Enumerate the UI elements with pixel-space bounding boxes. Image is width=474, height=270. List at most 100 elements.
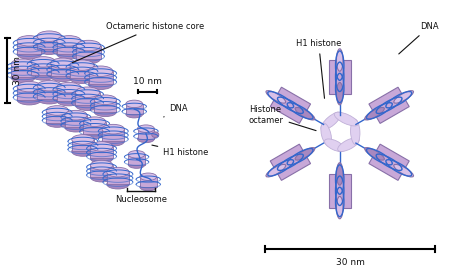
Text: Nucleosome: Nucleosome bbox=[115, 195, 167, 204]
Ellipse shape bbox=[57, 36, 81, 46]
Ellipse shape bbox=[91, 172, 113, 182]
Ellipse shape bbox=[394, 164, 413, 177]
Ellipse shape bbox=[365, 148, 384, 160]
Ellipse shape bbox=[17, 94, 41, 105]
Ellipse shape bbox=[107, 167, 129, 177]
Polygon shape bbox=[57, 87, 81, 101]
Ellipse shape bbox=[321, 123, 331, 146]
Text: DNA: DNA bbox=[399, 22, 438, 54]
Polygon shape bbox=[89, 71, 113, 84]
Ellipse shape bbox=[337, 138, 359, 151]
Polygon shape bbox=[270, 144, 310, 180]
Ellipse shape bbox=[126, 100, 143, 108]
Polygon shape bbox=[70, 65, 94, 78]
Ellipse shape bbox=[57, 49, 81, 59]
Text: H1 histone: H1 histone bbox=[296, 39, 341, 98]
Ellipse shape bbox=[70, 60, 94, 70]
Ellipse shape bbox=[83, 129, 106, 139]
Polygon shape bbox=[369, 144, 409, 180]
Polygon shape bbox=[17, 41, 41, 54]
Text: 10 nm: 10 nm bbox=[133, 77, 162, 86]
Polygon shape bbox=[369, 87, 409, 123]
Ellipse shape bbox=[75, 87, 100, 97]
Ellipse shape bbox=[152, 132, 159, 137]
Ellipse shape bbox=[351, 119, 360, 145]
Ellipse shape bbox=[337, 82, 343, 105]
Ellipse shape bbox=[337, 49, 343, 71]
Polygon shape bbox=[37, 36, 62, 49]
Ellipse shape bbox=[31, 70, 55, 80]
Ellipse shape bbox=[76, 53, 100, 64]
Ellipse shape bbox=[91, 154, 113, 163]
Polygon shape bbox=[37, 86, 62, 99]
Text: 30 nm: 30 nm bbox=[13, 56, 22, 85]
Polygon shape bbox=[328, 174, 351, 208]
Ellipse shape bbox=[91, 142, 113, 151]
Text: 30 nm: 30 nm bbox=[336, 258, 365, 268]
Ellipse shape bbox=[72, 147, 94, 156]
Ellipse shape bbox=[334, 112, 358, 126]
Ellipse shape bbox=[17, 36, 41, 46]
Ellipse shape bbox=[70, 73, 94, 83]
Ellipse shape bbox=[89, 66, 113, 76]
Ellipse shape bbox=[17, 49, 41, 59]
Ellipse shape bbox=[137, 125, 155, 132]
Ellipse shape bbox=[57, 95, 81, 106]
Polygon shape bbox=[65, 115, 87, 127]
Polygon shape bbox=[75, 92, 100, 105]
Ellipse shape bbox=[72, 135, 94, 144]
Ellipse shape bbox=[31, 57, 55, 67]
Ellipse shape bbox=[51, 71, 75, 82]
Ellipse shape bbox=[89, 79, 113, 90]
Ellipse shape bbox=[65, 122, 87, 132]
Ellipse shape bbox=[65, 110, 87, 120]
Polygon shape bbox=[17, 87, 41, 100]
Polygon shape bbox=[137, 129, 155, 139]
Polygon shape bbox=[11, 64, 35, 77]
Polygon shape bbox=[328, 60, 351, 94]
Ellipse shape bbox=[46, 106, 68, 115]
Ellipse shape bbox=[94, 95, 117, 104]
Ellipse shape bbox=[37, 31, 62, 41]
Ellipse shape bbox=[266, 91, 286, 103]
Ellipse shape bbox=[365, 107, 384, 120]
Polygon shape bbox=[140, 177, 157, 187]
Polygon shape bbox=[72, 139, 94, 151]
Ellipse shape bbox=[140, 173, 157, 180]
Ellipse shape bbox=[321, 112, 341, 130]
Polygon shape bbox=[76, 46, 100, 59]
Polygon shape bbox=[126, 104, 143, 114]
Ellipse shape bbox=[137, 135, 155, 143]
Ellipse shape bbox=[37, 44, 62, 55]
Text: Histone
octamer: Histone octamer bbox=[249, 105, 316, 131]
Ellipse shape bbox=[11, 72, 35, 83]
Ellipse shape bbox=[140, 183, 157, 191]
Polygon shape bbox=[107, 172, 129, 184]
Polygon shape bbox=[91, 146, 113, 158]
Ellipse shape bbox=[266, 164, 286, 177]
Ellipse shape bbox=[295, 107, 315, 120]
Ellipse shape bbox=[17, 81, 41, 92]
Text: H1 histone: H1 histone bbox=[152, 145, 209, 157]
Ellipse shape bbox=[75, 100, 100, 110]
Ellipse shape bbox=[128, 161, 145, 168]
Ellipse shape bbox=[102, 136, 124, 146]
Ellipse shape bbox=[325, 139, 345, 151]
Ellipse shape bbox=[94, 107, 117, 117]
Ellipse shape bbox=[57, 82, 81, 93]
Ellipse shape bbox=[83, 117, 106, 127]
Ellipse shape bbox=[11, 59, 35, 69]
Polygon shape bbox=[94, 100, 117, 112]
Ellipse shape bbox=[337, 196, 343, 219]
Polygon shape bbox=[102, 129, 124, 141]
Ellipse shape bbox=[337, 163, 343, 185]
Ellipse shape bbox=[107, 179, 129, 189]
Polygon shape bbox=[91, 165, 113, 177]
Polygon shape bbox=[83, 122, 106, 134]
Ellipse shape bbox=[295, 148, 315, 160]
Text: DNA: DNA bbox=[164, 104, 188, 117]
Ellipse shape bbox=[102, 124, 124, 134]
Text: Octameric histone core: Octameric histone core bbox=[73, 22, 204, 63]
Ellipse shape bbox=[394, 91, 413, 103]
Ellipse shape bbox=[126, 110, 143, 118]
